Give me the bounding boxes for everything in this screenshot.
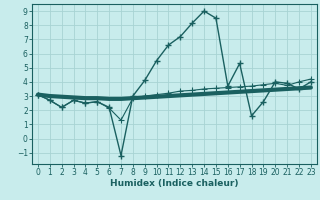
X-axis label: Humidex (Indice chaleur): Humidex (Indice chaleur) [110, 179, 239, 188]
